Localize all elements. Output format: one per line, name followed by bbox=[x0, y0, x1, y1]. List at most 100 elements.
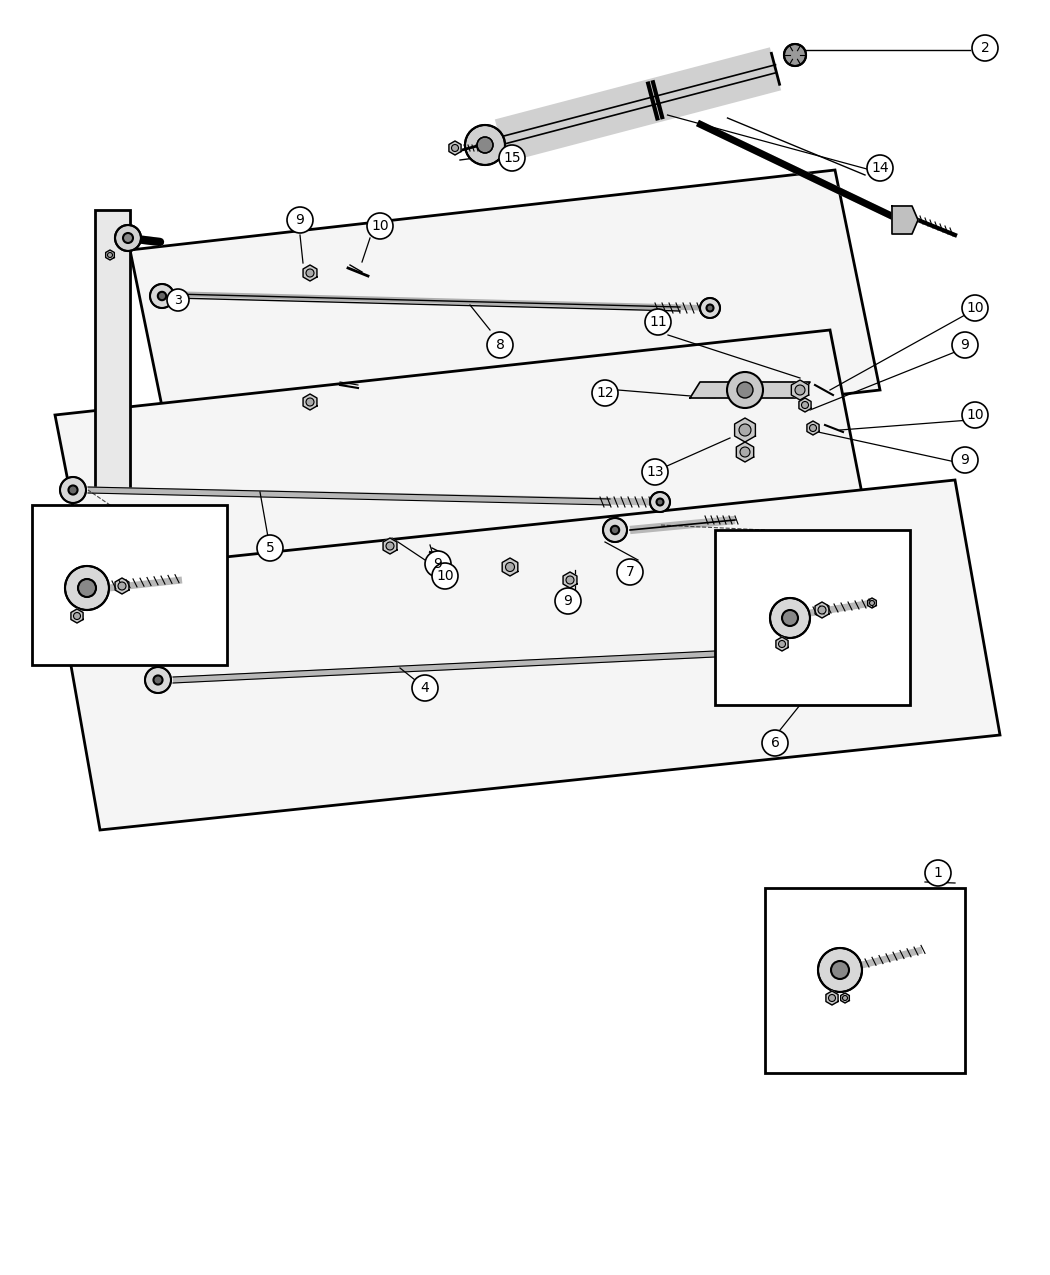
Polygon shape bbox=[449, 142, 461, 156]
Text: 10: 10 bbox=[966, 301, 984, 315]
Circle shape bbox=[60, 477, 86, 504]
Circle shape bbox=[499, 145, 525, 171]
Text: 3: 3 bbox=[174, 293, 182, 306]
Circle shape bbox=[566, 576, 574, 584]
Polygon shape bbox=[735, 418, 755, 442]
Circle shape bbox=[642, 459, 668, 484]
Circle shape bbox=[700, 298, 720, 317]
Circle shape bbox=[78, 579, 96, 597]
Circle shape bbox=[386, 542, 394, 550]
Circle shape bbox=[167, 289, 189, 311]
Circle shape bbox=[650, 492, 670, 513]
Circle shape bbox=[505, 562, 514, 571]
Text: 8: 8 bbox=[496, 338, 504, 352]
Circle shape bbox=[739, 425, 751, 436]
Circle shape bbox=[603, 518, 627, 542]
Circle shape bbox=[107, 252, 112, 258]
Polygon shape bbox=[792, 380, 809, 400]
Polygon shape bbox=[106, 250, 114, 260]
Circle shape bbox=[477, 136, 493, 153]
Circle shape bbox=[797, 638, 823, 663]
Polygon shape bbox=[94, 210, 130, 490]
Circle shape bbox=[425, 551, 451, 578]
Polygon shape bbox=[841, 993, 849, 1003]
Polygon shape bbox=[807, 421, 819, 435]
Circle shape bbox=[74, 612, 81, 620]
Text: 10: 10 bbox=[372, 219, 388, 233]
Text: 13: 13 bbox=[646, 465, 664, 479]
Circle shape bbox=[465, 125, 505, 164]
Circle shape bbox=[611, 525, 619, 534]
Circle shape bbox=[68, 486, 78, 495]
Circle shape bbox=[123, 233, 133, 244]
Circle shape bbox=[555, 588, 581, 615]
Text: 7: 7 bbox=[626, 565, 634, 579]
Circle shape bbox=[487, 332, 513, 358]
Circle shape bbox=[287, 207, 313, 233]
Text: 5: 5 bbox=[266, 541, 274, 555]
Circle shape bbox=[818, 949, 862, 992]
Polygon shape bbox=[55, 479, 1000, 830]
Circle shape bbox=[810, 425, 817, 431]
Circle shape bbox=[727, 372, 763, 408]
Text: 11: 11 bbox=[649, 315, 667, 329]
Circle shape bbox=[145, 667, 171, 694]
Text: 10: 10 bbox=[966, 408, 984, 422]
Polygon shape bbox=[303, 394, 317, 411]
Text: 9: 9 bbox=[564, 594, 572, 608]
Text: 10: 10 bbox=[436, 569, 454, 583]
Circle shape bbox=[257, 536, 284, 561]
Circle shape bbox=[65, 566, 109, 609]
Circle shape bbox=[962, 402, 988, 428]
Polygon shape bbox=[690, 382, 810, 398]
Polygon shape bbox=[71, 609, 83, 623]
Circle shape bbox=[592, 380, 618, 405]
Text: 9: 9 bbox=[961, 453, 969, 467]
Text: 9: 9 bbox=[434, 557, 442, 571]
Circle shape bbox=[828, 994, 836, 1001]
Circle shape bbox=[452, 144, 459, 152]
Polygon shape bbox=[563, 572, 576, 588]
Circle shape bbox=[306, 269, 314, 277]
Circle shape bbox=[831, 961, 849, 979]
Polygon shape bbox=[776, 638, 789, 652]
Text: 14: 14 bbox=[872, 161, 888, 175]
Text: 2: 2 bbox=[981, 41, 989, 55]
Polygon shape bbox=[826, 991, 838, 1005]
Circle shape bbox=[617, 558, 643, 585]
Polygon shape bbox=[502, 558, 518, 576]
Text: 15: 15 bbox=[503, 150, 521, 164]
Text: 12: 12 bbox=[596, 386, 614, 400]
Circle shape bbox=[158, 292, 166, 300]
Circle shape bbox=[432, 564, 458, 589]
Circle shape bbox=[952, 448, 978, 473]
Circle shape bbox=[368, 213, 393, 238]
Polygon shape bbox=[303, 265, 317, 280]
Polygon shape bbox=[383, 538, 397, 555]
Circle shape bbox=[153, 676, 163, 685]
Circle shape bbox=[801, 402, 808, 408]
Bar bbox=[765, 887, 965, 1074]
Polygon shape bbox=[116, 578, 129, 594]
Circle shape bbox=[867, 156, 892, 181]
Text: 6: 6 bbox=[771, 736, 779, 750]
Circle shape bbox=[962, 295, 988, 321]
Polygon shape bbox=[892, 207, 918, 235]
Polygon shape bbox=[736, 442, 754, 462]
Circle shape bbox=[869, 601, 875, 606]
Circle shape bbox=[707, 305, 714, 311]
Circle shape bbox=[842, 996, 847, 1001]
Circle shape bbox=[782, 609, 798, 626]
Circle shape bbox=[656, 499, 664, 505]
Bar bbox=[715, 530, 910, 705]
Text: 1: 1 bbox=[933, 866, 943, 880]
Text: 9: 9 bbox=[961, 338, 969, 352]
Circle shape bbox=[762, 731, 788, 756]
Circle shape bbox=[770, 598, 810, 638]
Circle shape bbox=[150, 284, 174, 309]
Circle shape bbox=[795, 385, 805, 395]
Text: 4: 4 bbox=[421, 681, 429, 695]
Circle shape bbox=[118, 581, 126, 590]
Polygon shape bbox=[55, 330, 875, 645]
Circle shape bbox=[778, 640, 785, 648]
